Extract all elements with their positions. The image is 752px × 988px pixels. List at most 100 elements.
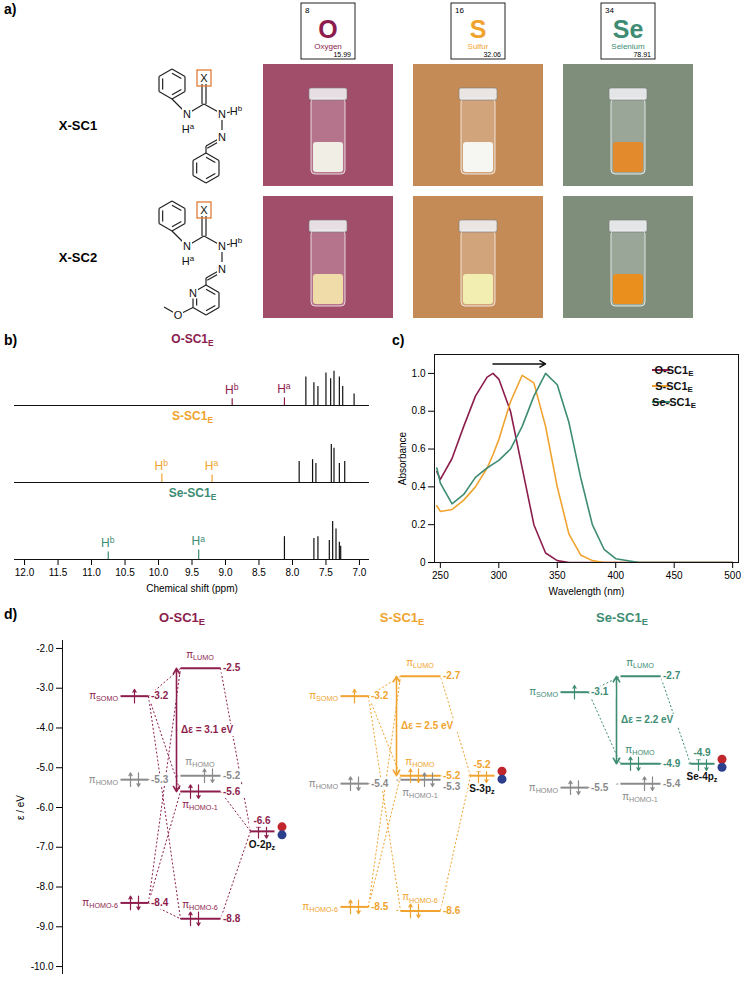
svg-text:O: O <box>174 309 183 321</box>
svg-text:Hb: Hb <box>225 382 239 397</box>
svg-text:πSOMO: πSOMO <box>309 690 338 703</box>
svg-text:-8.8: -8.8 <box>223 913 241 924</box>
svg-text:πHOMO-6: πHOMO-6 <box>82 897 118 910</box>
svg-text:-5.6: -5.6 <box>223 786 241 797</box>
svg-text:Hb: Hb <box>155 458 169 473</box>
svg-text:Δε = 3.1 eV: Δε = 3.1 eV <box>181 724 234 735</box>
svg-text:N: N <box>183 240 191 252</box>
svg-text:-5.3: -5.3 <box>151 774 169 785</box>
svg-text:Ha: Ha <box>191 534 205 549</box>
svg-text:πHOMO-1: πHOMO-1 <box>622 791 658 804</box>
svg-text:-5.5: -5.5 <box>591 782 609 793</box>
svg-text:πLUMO: πLUMO <box>626 657 654 670</box>
svg-text:X-SC2: X-SC2 <box>59 250 97 265</box>
svg-text:πHOMO: πHOMO <box>89 774 119 787</box>
svg-text:Se-SC1E: Se-SC1E <box>596 610 648 627</box>
svg-text:78.91: 78.91 <box>633 51 651 58</box>
svg-text:N: N <box>218 263 226 275</box>
svg-text:Sulfur: Sulfur <box>468 42 489 51</box>
svg-text:10.5: 10.5 <box>115 567 135 578</box>
svg-text:-3.2: -3.2 <box>151 690 169 701</box>
svg-text:O-SC1E: O-SC1E <box>655 364 694 378</box>
svg-text:0.2: 0.2 <box>412 519 426 530</box>
svg-text:9.0: 9.0 <box>219 567 233 578</box>
svg-text:-8.6: -8.6 <box>443 905 461 916</box>
svg-text:32.06: 32.06 <box>483 51 501 58</box>
svg-text:a): a) <box>4 1 16 17</box>
svg-text:400: 400 <box>607 570 624 581</box>
svg-text:S-3pz: S-3pz <box>469 783 495 796</box>
svg-text:ε / eV: ε / eV <box>15 795 26 820</box>
svg-text:Δε = 2.2 eV: Δε = 2.2 eV <box>621 714 674 725</box>
svg-text:N: N <box>183 108 191 120</box>
svg-text:X: X <box>200 204 208 216</box>
svg-text:0.6: 0.6 <box>412 443 426 454</box>
svg-text:Ha: Ha <box>182 122 195 135</box>
svg-text:πHOMO-1: πHOMO-1 <box>182 799 218 812</box>
svg-text:N: N <box>218 240 226 252</box>
svg-text:12.0: 12.0 <box>15 567 35 578</box>
svg-text:πHOMO: πHOMO <box>309 778 339 791</box>
svg-text:πHOMO: πHOMO <box>185 756 215 769</box>
svg-text:S-SC1E: S-SC1E <box>380 610 425 627</box>
svg-text:Se: Se <box>613 15 644 43</box>
svg-text:8.5: 8.5 <box>252 567 266 578</box>
svg-text:πHOMO-6: πHOMO-6 <box>182 899 218 912</box>
svg-text:500: 500 <box>724 570 741 581</box>
svg-text:-3.2: -3.2 <box>371 690 389 701</box>
svg-text:-8.0: -8.0 <box>36 881 54 892</box>
svg-text:Absorbance: Absorbance <box>397 431 408 485</box>
svg-text:-5.2: -5.2 <box>443 770 461 781</box>
svg-text:πLUMO: πLUMO <box>406 657 434 670</box>
svg-text:Hb: Hb <box>230 104 243 117</box>
svg-text:πLUMO: πLUMO <box>186 649 214 662</box>
svg-text:-2.5: -2.5 <box>223 662 241 673</box>
svg-text:-7.0: -7.0 <box>36 841 54 852</box>
svg-text:O-2pz: O-2pz <box>249 839 276 852</box>
svg-text:-2.7: -2.7 <box>663 670 681 681</box>
svg-text:34: 34 <box>605 6 614 15</box>
svg-text:Wavelength (nm): Wavelength (nm) <box>549 586 625 597</box>
svg-text:7.0: 7.0 <box>352 567 366 578</box>
svg-text:-5.4: -5.4 <box>371 778 389 789</box>
svg-text:7.5: 7.5 <box>319 567 333 578</box>
svg-text:8: 8 <box>305 6 310 15</box>
svg-text:X: X <box>200 72 208 84</box>
svg-text:Hb: Hb <box>230 236 243 249</box>
svg-text:Δε = 2.5 eV: Δε = 2.5 eV <box>401 720 454 731</box>
svg-text:Selenium: Selenium <box>611 42 645 51</box>
svg-text:-9.0: -9.0 <box>36 921 54 932</box>
svg-text:πHOMO-6: πHOMO-6 <box>402 891 438 904</box>
svg-text:S-SC1E: S-SC1E <box>655 380 693 394</box>
svg-text:O-SC1E: O-SC1E <box>159 610 205 627</box>
svg-text:Ha: Ha <box>205 458 219 473</box>
svg-text:8.0: 8.0 <box>286 567 300 578</box>
svg-text:0.8: 0.8 <box>412 405 426 416</box>
svg-text:πHOMO: πHOMO <box>529 782 559 795</box>
svg-text:-5.0: -5.0 <box>36 762 54 773</box>
svg-text:N: N <box>218 131 226 143</box>
svg-text:πHOMO-6: πHOMO-6 <box>302 901 338 914</box>
svg-text:-10.0: -10.0 <box>31 961 54 972</box>
svg-text:0: 0 <box>420 557 426 568</box>
svg-text:πHOMO: πHOMO <box>405 756 435 769</box>
svg-text:Chemical shift (ppm): Chemical shift (ppm) <box>146 583 238 594</box>
svg-text:300: 300 <box>490 570 507 581</box>
svg-text:-6.6: -6.6 <box>253 815 271 826</box>
svg-text:-5.4: -5.4 <box>663 778 681 789</box>
svg-text:X-SC1: X-SC1 <box>59 118 97 133</box>
svg-text:πHOMO-1: πHOMO-1 <box>402 787 438 800</box>
svg-text:-5.2: -5.2 <box>473 759 491 770</box>
svg-text:10.0: 10.0 <box>149 567 169 578</box>
svg-text:11.5: 11.5 <box>49 567 68 578</box>
svg-text:N: N <box>189 287 197 299</box>
svg-text:350: 350 <box>549 570 566 581</box>
svg-text:Ha: Ha <box>182 254 195 267</box>
svg-text:-5.2: -5.2 <box>223 770 241 781</box>
svg-text:N: N <box>218 108 226 120</box>
svg-text:Hb: Hb <box>101 535 115 550</box>
svg-text:450: 450 <box>666 570 683 581</box>
svg-text:-8.5: -8.5 <box>371 901 389 912</box>
svg-text:Se-SC1E: Se-SC1E <box>652 396 696 410</box>
svg-text:πHOMO: πHOMO <box>625 744 655 757</box>
